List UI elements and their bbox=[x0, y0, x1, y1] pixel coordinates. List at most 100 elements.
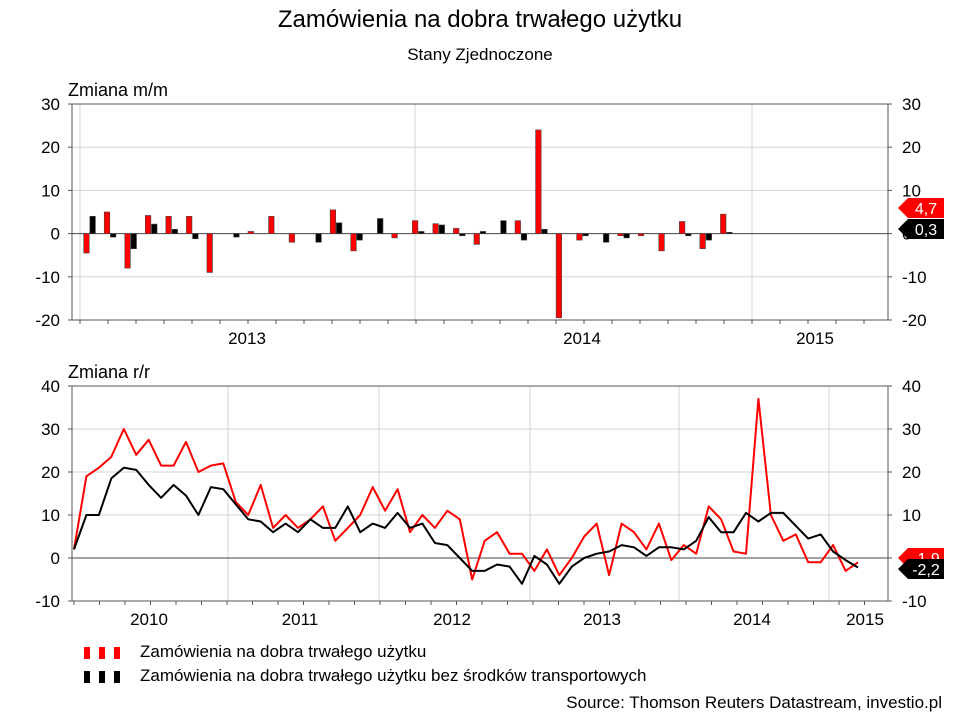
legend-label: Zamówienia na dobra trwałego użytku bez … bbox=[140, 666, 647, 685]
bar bbox=[377, 218, 384, 234]
bar bbox=[459, 233, 466, 237]
series-line bbox=[73, 397, 859, 581]
legend-item-ex-transport: Zamówienia na dobra trwałego użytku bez … bbox=[84, 665, 646, 687]
y-tick-label-right: 30 bbox=[902, 95, 921, 114]
bar bbox=[83, 233, 90, 254]
legend-item-durable-goods: Zamówienia na dobra trwałego użytku bbox=[84, 641, 426, 663]
bar bbox=[110, 233, 117, 238]
bar bbox=[699, 233, 706, 250]
chart-title: Zamówienia na dobra trwałego użytku bbox=[277, 6, 683, 33]
value-tag-label: -2,2 bbox=[912, 562, 940, 579]
bar bbox=[520, 233, 528, 241]
bar bbox=[555, 233, 562, 319]
bar bbox=[582, 233, 589, 237]
x-tick-label: 2013 bbox=[583, 610, 621, 629]
bar bbox=[233, 233, 240, 238]
bar bbox=[151, 223, 158, 234]
bar bbox=[720, 213, 727, 234]
y-tick-label-left: -10 bbox=[35, 268, 60, 287]
bar bbox=[356, 233, 363, 241]
y-tick-label-left: 20 bbox=[41, 138, 60, 157]
bar bbox=[206, 233, 213, 273]
x-tick-label: 2010 bbox=[130, 610, 168, 629]
bar bbox=[473, 233, 480, 245]
legend-swatch-red bbox=[84, 644, 124, 660]
y-tick-label-left: 0 bbox=[51, 225, 60, 244]
bar bbox=[412, 220, 419, 234]
value-tag-label: 0,3 bbox=[915, 222, 937, 239]
y-tick-label-right: 30 bbox=[902, 420, 921, 439]
bar bbox=[130, 233, 137, 250]
bar bbox=[623, 233, 630, 239]
bar bbox=[192, 233, 199, 240]
x-tick-label: 2014 bbox=[563, 329, 601, 348]
bar bbox=[171, 228, 178, 234]
panel-yearly-change: Zmiana r/r-10-10001010202030304040201020… bbox=[35, 362, 944, 629]
x-tick-label: 2014 bbox=[733, 610, 771, 629]
bar bbox=[103, 211, 111, 234]
series-line bbox=[73, 466, 859, 585]
x-tick-label: 2013 bbox=[228, 329, 266, 348]
y-tick-label-left: 10 bbox=[41, 506, 60, 525]
bar bbox=[145, 215, 152, 234]
bar bbox=[329, 209, 337, 234]
bar bbox=[576, 233, 583, 241]
bar bbox=[637, 233, 645, 237]
bar bbox=[268, 216, 275, 234]
y-tick-label-left: 20 bbox=[41, 463, 60, 482]
y-tick-label-left: 30 bbox=[41, 95, 60, 114]
value-tag bbox=[898, 559, 944, 579]
y-tick-label-left: -20 bbox=[35, 311, 60, 330]
bar bbox=[535, 129, 542, 234]
y-tick-label-left: 10 bbox=[41, 181, 60, 200]
y-tick-label-left: 30 bbox=[41, 420, 60, 439]
x-tick-label: 2011 bbox=[282, 610, 319, 629]
legend-swatch-black bbox=[84, 668, 124, 684]
bar bbox=[726, 232, 733, 234]
bar bbox=[500, 220, 507, 234]
y-tick-label-left: -10 bbox=[35, 592, 60, 611]
value-tag-label: 4,7 bbox=[915, 201, 937, 218]
bar bbox=[418, 231, 425, 234]
legend-label: Zamówienia na dobra trwałego użytku bbox=[140, 642, 427, 661]
y-tick-label-right: -20 bbox=[902, 311, 927, 330]
bar bbox=[617, 233, 624, 237]
bar bbox=[124, 233, 131, 269]
x-tick-label: 2012 bbox=[433, 610, 471, 629]
x-tick-label: 2015 bbox=[846, 610, 884, 629]
bar bbox=[705, 233, 712, 241]
bar bbox=[350, 233, 357, 252]
bar bbox=[453, 228, 460, 234]
plot-frame bbox=[71, 103, 889, 321]
bar bbox=[679, 221, 686, 234]
y-tick-label-left: 0 bbox=[51, 549, 60, 568]
panel-title: Zmiana m/m bbox=[68, 80, 168, 100]
y-tick-label-right: -10 bbox=[902, 592, 927, 611]
bar bbox=[479, 231, 486, 234]
bar bbox=[336, 222, 343, 234]
source-note: Source: Thomson Reuters Datastream, inve… bbox=[566, 693, 942, 712]
value-tag bbox=[898, 219, 944, 239]
y-tick-label-right: 10 bbox=[902, 181, 921, 200]
y-tick-label-right: -10 bbox=[902, 268, 927, 287]
plot-frame bbox=[71, 385, 889, 602]
bar bbox=[685, 233, 692, 237]
bar bbox=[391, 233, 398, 239]
y-tick-label-right: 40 bbox=[902, 377, 921, 396]
y-tick-label-right: 20 bbox=[902, 138, 921, 157]
panel-title: Zmiana r/r bbox=[68, 362, 150, 382]
panel-monthly-change: Zmiana m/m-20-20-10-10001010202030302013… bbox=[35, 80, 944, 348]
bar bbox=[315, 233, 322, 243]
bar bbox=[186, 216, 193, 234]
bar bbox=[658, 233, 665, 252]
bar bbox=[514, 220, 521, 234]
bar bbox=[89, 216, 96, 234]
bar bbox=[438, 224, 445, 234]
bar bbox=[247, 231, 254, 234]
bar bbox=[432, 223, 439, 234]
bar bbox=[603, 233, 610, 243]
y-tick-label-left: 40 bbox=[41, 377, 60, 396]
x-tick-label: 2015 bbox=[796, 329, 834, 348]
chart-subtitle: Stany Zjednoczone bbox=[407, 45, 553, 64]
